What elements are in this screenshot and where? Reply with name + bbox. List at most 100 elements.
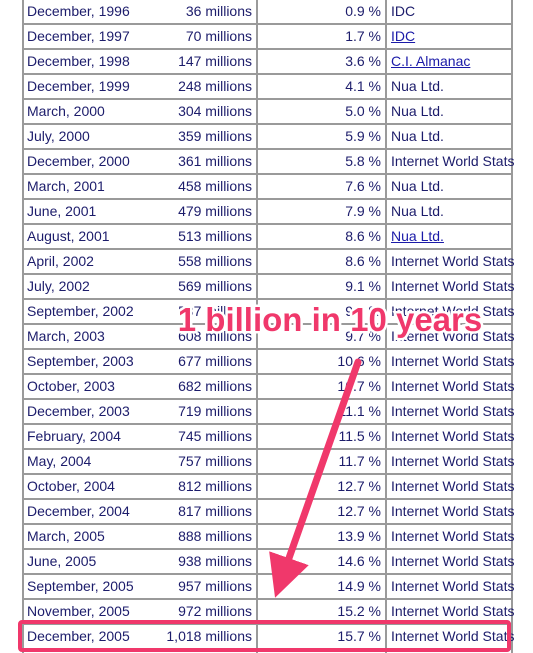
row-border — [22, 398, 512, 400]
source-cell: Internet World Stats — [391, 503, 515, 519]
users-cell: 587 millions — [178, 303, 252, 319]
date-cell: February, 2004 — [27, 428, 121, 444]
row-border — [22, 298, 512, 300]
source-cell: Internet World Stats — [391, 278, 515, 294]
date-cell: December, 1998 — [27, 53, 130, 69]
source-cell[interactable]: C.I. Almanac — [391, 53, 471, 69]
percent-cell: 15.7 % — [337, 628, 381, 644]
users-cell: 36 millions — [185, 3, 252, 19]
users-cell: 458 millions — [178, 178, 252, 194]
date-cell: August, 2001 — [27, 228, 110, 244]
source-cell: Nua Ltd. — [391, 78, 444, 94]
percent-cell: 0.9 % — [345, 3, 381, 19]
source-cell: Nua Ltd. — [391, 103, 444, 119]
source-cell: Internet World Stats — [391, 303, 515, 319]
row-border — [22, 273, 512, 275]
date-cell: September, 2005 — [27, 578, 134, 594]
date-cell: October, 2003 — [27, 378, 115, 394]
row-border — [22, 573, 512, 575]
row-border — [22, 523, 512, 525]
users-cell: 817 millions — [178, 503, 252, 519]
source-cell[interactable]: Nua Ltd. — [391, 228, 444, 244]
date-cell: December, 1997 — [27, 28, 130, 44]
source-cell: Internet World Stats — [391, 378, 515, 394]
row-border — [22, 248, 512, 250]
users-cell: 682 millions — [178, 378, 252, 394]
date-cell: September, 2003 — [27, 353, 134, 369]
date-cell: June, 2005 — [27, 553, 97, 569]
source-cell: Internet World Stats — [391, 153, 515, 169]
percent-cell: 14.9 % — [337, 578, 381, 594]
users-cell: 248 millions — [178, 78, 252, 94]
column-border — [22, 0, 24, 653]
percent-cell: 12.7 % — [337, 503, 381, 519]
date-cell: March, 2001 — [27, 178, 105, 194]
date-cell: June, 2001 — [27, 203, 97, 219]
source-cell: Internet World Stats — [391, 353, 515, 369]
percent-cell: 3.6 % — [345, 53, 381, 69]
percent-cell: 7.9 % — [345, 203, 381, 219]
percent-cell: 9.7 % — [345, 328, 381, 344]
percent-cell: 11.1 % — [338, 403, 381, 419]
percent-cell: 5.8 % — [345, 153, 381, 169]
source-cell: Internet World Stats — [391, 628, 515, 644]
users-cell: 558 millions — [178, 253, 252, 269]
source-cell: Internet World Stats — [391, 253, 515, 269]
source-cell: Internet World Stats — [391, 328, 515, 344]
date-cell: May, 2004 — [27, 453, 92, 469]
percent-cell: 7.6 % — [345, 178, 381, 194]
percent-cell: 9.4 % — [345, 303, 381, 319]
percent-cell: 11.7 % — [338, 453, 381, 469]
row-border — [22, 23, 512, 25]
row-border — [22, 323, 512, 325]
percent-cell: 14.6 % — [337, 553, 381, 569]
date-cell: December, 2004 — [27, 503, 130, 519]
source-cell: Internet World Stats — [391, 553, 515, 569]
users-cell: 359 millions — [178, 128, 252, 144]
users-cell: 757 millions — [178, 453, 252, 469]
date-cell: December, 1999 — [27, 78, 130, 94]
date-cell: December, 1996 — [27, 3, 130, 19]
users-cell: 1,018 millions — [166, 628, 252, 644]
date-cell: April, 2002 — [27, 253, 94, 269]
annotation-text: 1 billion in 10 years — [178, 301, 482, 338]
users-cell: 745 millions — [178, 428, 252, 444]
row-border — [22, 373, 512, 375]
column-border — [385, 0, 387, 653]
source-cell: Nua Ltd. — [391, 203, 444, 219]
column-border — [256, 0, 258, 653]
users-cell: 677 millions — [178, 353, 252, 369]
source-cell: Nua Ltd. — [391, 128, 444, 144]
users-cell: 938 millions — [178, 553, 252, 569]
arrow — [269, 358, 362, 598]
users-cell: 479 millions — [178, 203, 252, 219]
date-cell: March, 2000 — [27, 103, 105, 119]
users-cell: 608 millions — [178, 328, 252, 344]
date-cell: November, 2005 — [27, 603, 130, 619]
row-border — [22, 548, 512, 550]
row-border — [22, 73, 512, 75]
source-cell: Internet World Stats — [391, 453, 515, 469]
source-cell: Internet World Stats — [391, 428, 515, 444]
percent-cell: 1.7 % — [345, 28, 381, 44]
percent-cell: 4.1 % — [345, 78, 381, 94]
percent-cell: 12.7 % — [337, 478, 381, 494]
row-border — [22, 198, 512, 200]
date-cell: July, 2000 — [27, 128, 90, 144]
date-cell: March, 2005 — [27, 528, 105, 544]
percent-cell: 11.5 % — [338, 428, 381, 444]
date-cell: December, 2000 — [27, 153, 130, 169]
row-border — [22, 148, 512, 150]
row-border — [22, 48, 512, 50]
percent-cell: 8.6 % — [345, 228, 381, 244]
date-cell: September, 2002 — [27, 303, 134, 319]
source-cell: Internet World Stats — [391, 528, 515, 544]
source-cell[interactable]: IDC — [391, 28, 416, 44]
date-cell: July, 2002 — [27, 278, 90, 294]
percent-cell: 13.9 % — [337, 528, 381, 544]
users-cell: 361 millions — [178, 153, 252, 169]
source-cell: Internet World Stats — [391, 578, 515, 594]
percent-cell: 8.6 % — [345, 253, 381, 269]
